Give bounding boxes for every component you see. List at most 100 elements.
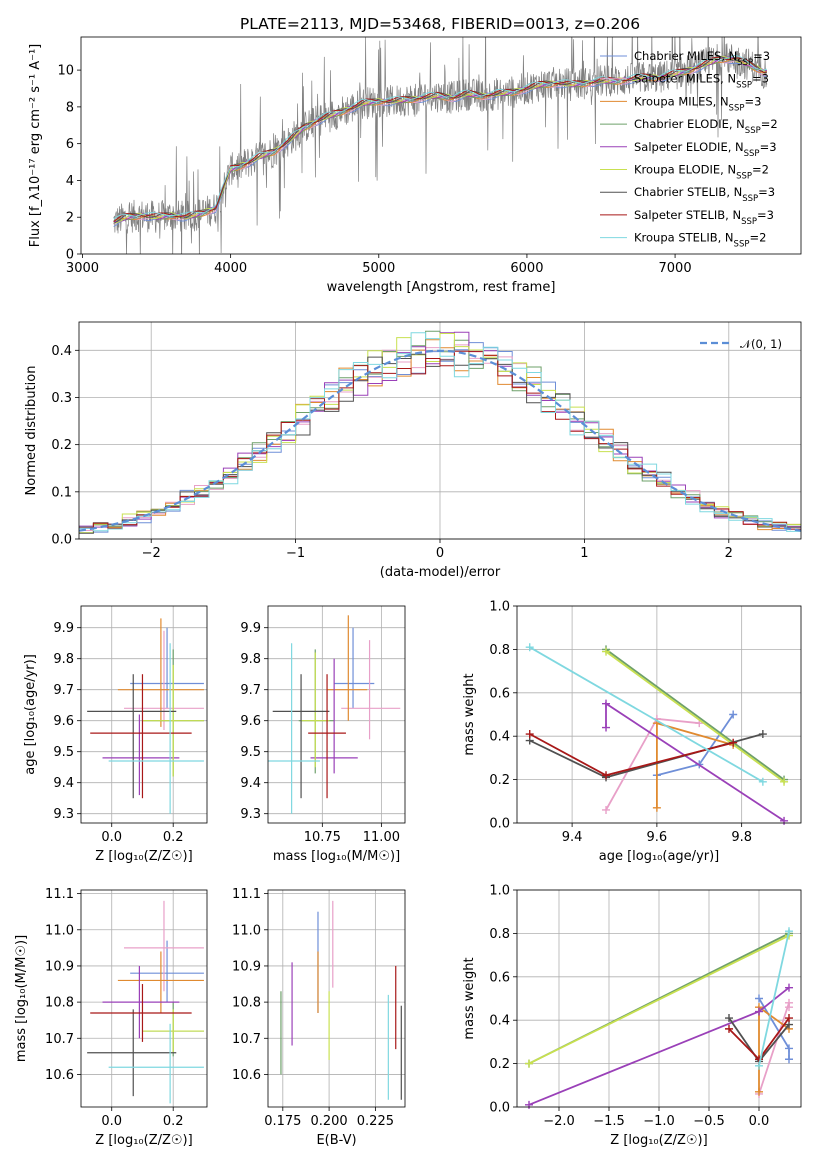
weight-marker: [602, 771, 611, 780]
weight-marker: [755, 994, 763, 1003]
legend-label: Chabrier STELIB, NSSP=3: [634, 185, 775, 204]
mass-age-frame: [267, 605, 406, 824]
y-tick-label: 0.6: [489, 970, 510, 985]
x-tick-label: 9.6: [647, 830, 668, 845]
errorbar-point: [334, 627, 375, 709]
errorbar-point: [142, 664, 204, 777]
x-tick-label: 3000: [66, 261, 99, 276]
x-tick-label: 4000: [214, 261, 247, 276]
y-tick-label: 0.0: [489, 1101, 510, 1116]
y-tick-label: 11.1: [232, 887, 261, 902]
weight-marker: [755, 1061, 763, 1070]
weight-line-8: [758, 931, 790, 1066]
y-tick-label: 0.2: [51, 438, 72, 453]
y-tick-label: 0.6: [489, 686, 510, 701]
legend-subscript: SSP: [729, 103, 745, 113]
weight-marker: [525, 1100, 533, 1109]
x-tick-label: 0.2: [163, 830, 184, 845]
y-tick-label: 9.3: [53, 807, 74, 822]
weight-line-5: [528, 934, 790, 1065]
x-tick-label: −2: [142, 546, 161, 561]
y-tick-label: 0.0: [489, 817, 510, 832]
weight-marker: [525, 1059, 533, 1068]
weight-marker: [725, 1014, 733, 1023]
weight-marker: [729, 738, 738, 747]
y-tick-label: 9.5: [53, 745, 74, 760]
errorbar-point: [310, 658, 358, 774]
legend-text: Salpeter ELODIE, N: [634, 140, 744, 154]
reference-legend-label: 𝒩(0, 1): [740, 337, 782, 351]
weight-marker: [525, 643, 534, 652]
z-weight-axes: −2.0 −1.5 −1.0 −0.5 0.0 0.0 0.2 0.4 0.6 0.8 1.0 Z […: [462, 884, 801, 1148]
y-tick-label: 9.6: [53, 714, 74, 729]
x-tick-label: 11.00: [363, 830, 400, 845]
x-tick-label: 0.0: [101, 830, 122, 845]
x-tick-label: 0.0: [101, 1114, 122, 1129]
legend-text: Chabrier ELODIE, N: [634, 117, 745, 131]
legend-text: Kroupa STELIB, N: [634, 231, 734, 245]
y-axis-label: Normed distribution: [24, 366, 39, 496]
legend-subscript: SSP: [744, 149, 760, 159]
errorbar-point: [308, 674, 346, 799]
legend-label: Salpeter ELODIE, NSSP=3: [634, 140, 777, 159]
x-tick-label: 0.0: [749, 1114, 770, 1129]
y-tick-label: 10.7: [45, 1032, 74, 1047]
z-age-frame: [80, 605, 208, 824]
y-tick-label: 9.5: [240, 745, 261, 760]
x-tick-label: 2: [725, 546, 733, 561]
model-spectrum-8: [113, 55, 768, 220]
weight-marker: [780, 816, 789, 825]
x-axis-label: Z [log₁₀(Z/Z☉)]: [95, 849, 192, 864]
y-tick-label: 1.0: [489, 600, 510, 615]
y-tick-label: 0.2: [489, 1057, 510, 1072]
weight-marker: [755, 1087, 763, 1096]
y-tick-label: 0.8: [489, 643, 510, 658]
x-axis-label: E(B-V): [316, 1133, 356, 1148]
legend-subscript: SSP: [736, 81, 752, 91]
ebv-mass-frame: [267, 889, 406, 1108]
x-tick-label: 0.175: [264, 1114, 301, 1129]
weight-line-8: [529, 646, 764, 783]
legend-subscript: SSP: [736, 172, 752, 182]
errorbar-point: [130, 627, 204, 709]
normal-reference-curve: [78, 349, 802, 532]
y-tick-label: 10.9: [45, 959, 74, 974]
y-tick-label: 9.4: [53, 776, 74, 791]
y-tick-label: 10: [57, 64, 74, 79]
x-tick-label: −1.0: [643, 1114, 675, 1129]
y-tick-label: 0.0: [51, 533, 72, 548]
y-tick-label: 2: [66, 211, 74, 226]
weight-marker: [729, 710, 738, 719]
errorbar-point: [102, 714, 180, 796]
y-tick-label: 0.4: [51, 344, 72, 359]
legend-text: =3: [760, 140, 777, 154]
legend-text: =3: [752, 72, 769, 86]
y-tick-label: 9.7: [240, 683, 261, 698]
x-axis-label: Z [log₁₀(Z/Z☉)]: [610, 1133, 707, 1148]
y-axis-label: mass weight: [462, 673, 477, 755]
x-axis-label: age [log₁₀(age/yr)]: [599, 849, 720, 864]
errorbar-point: [301, 652, 330, 768]
x-tick-label: −1.5: [593, 1114, 625, 1129]
weight-marker: [525, 730, 534, 739]
spectrum-axes: 3000 4000 5000 6000 7000 0 2 4 6 8 10 wavelength [A…: [28, 44, 692, 295]
legend-label: Salpeter STELIB, NSSP=3: [634, 208, 774, 227]
legend-text: =3: [758, 185, 775, 199]
y-tick-label: 9.3: [240, 807, 261, 822]
errorbar-point: [90, 674, 192, 799]
histogram-8: [79, 332, 801, 532]
model-spectrum-7: [113, 57, 768, 222]
histogram-7: [79, 350, 801, 530]
legend-text: =3: [744, 94, 761, 108]
y-tick-label: 9.7: [53, 683, 74, 698]
weight-marker: [758, 777, 767, 786]
y-tick-label: 10.6: [232, 1068, 261, 1083]
errorbar-point: [124, 900, 204, 992]
y-tick-label: 1.0: [489, 884, 510, 899]
residuals-axes: −2 −1 0 1 2 0.0 0.1 0.2 0.3 0.4 (data-model)/error…: [24, 322, 801, 580]
y-tick-label: 11.1: [45, 887, 74, 902]
y-tick-label: 11.0: [45, 923, 74, 938]
legend-text: Kroupa MILES, N: [634, 94, 729, 108]
legend-label: Kroupa MILES, NSSP=3: [634, 94, 761, 113]
